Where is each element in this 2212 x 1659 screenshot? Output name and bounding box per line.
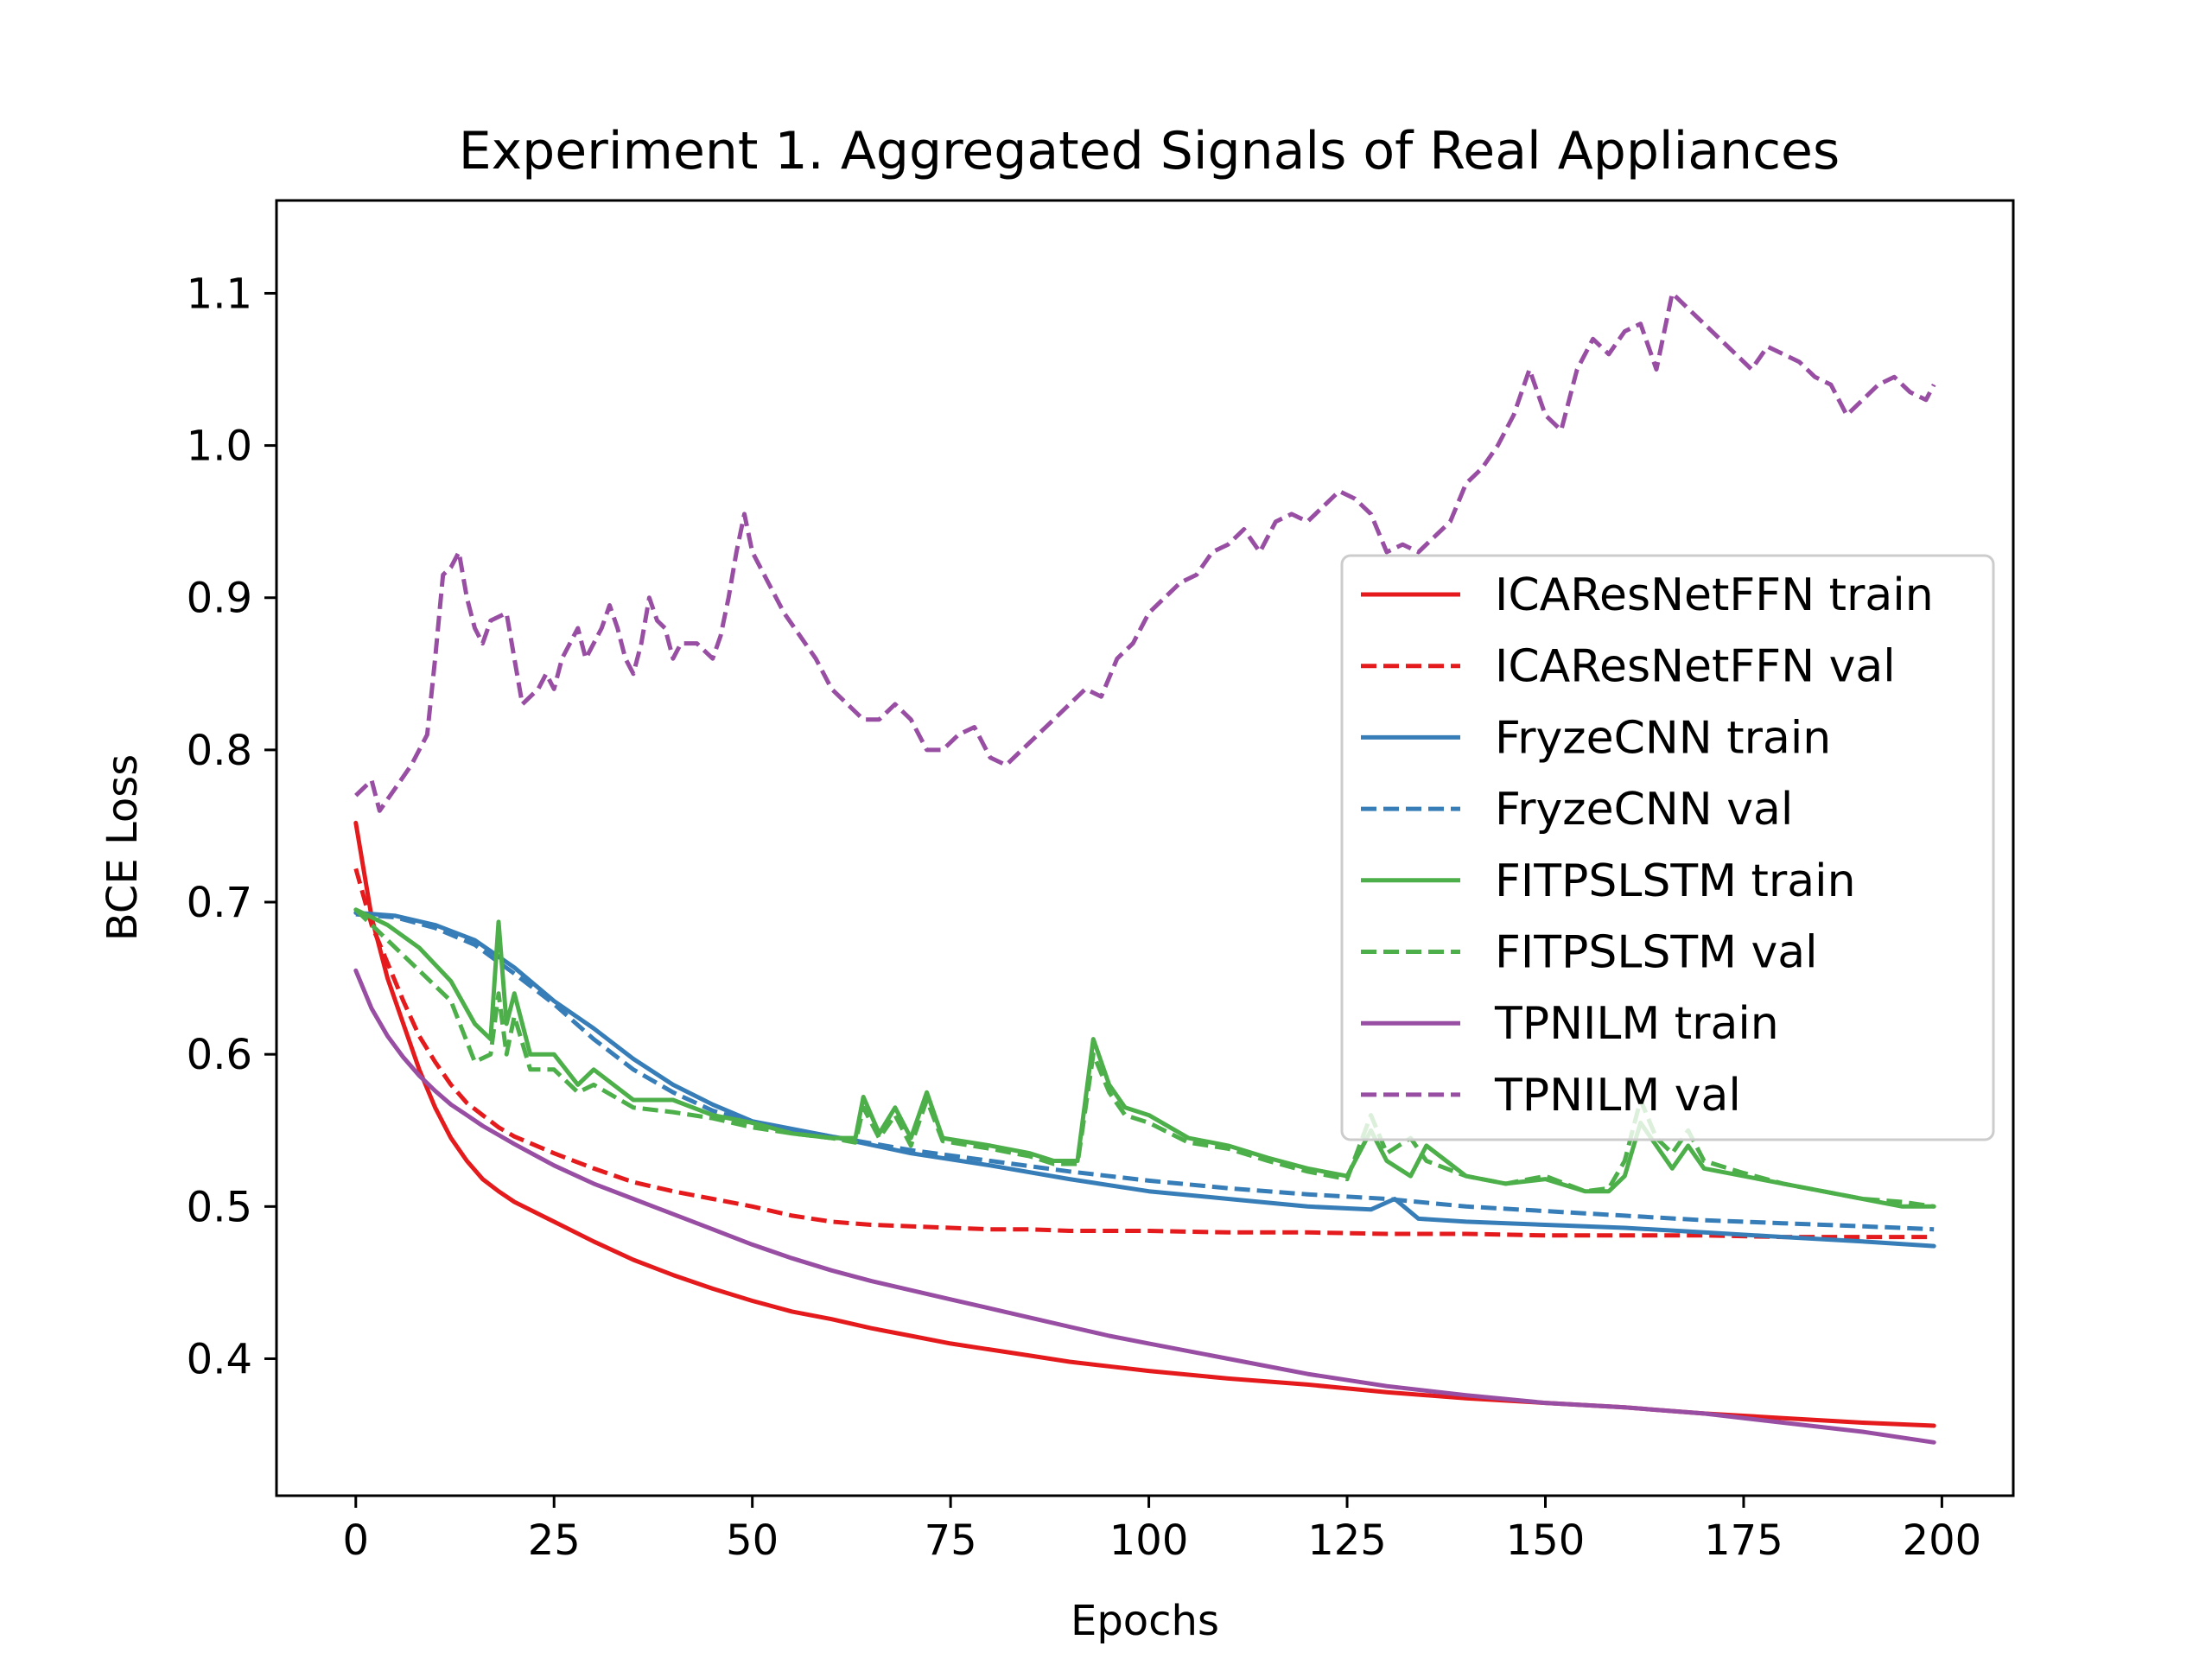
y-tick-label-2: 0.6 <box>187 1031 252 1079</box>
legend-label-0: ICAResNetFFN train <box>1495 569 1934 621</box>
series-line-6 <box>353 968 1936 1445</box>
legend-label-2: FryzeCNN train <box>1495 712 1831 764</box>
x-axis-label: Epochs <box>1071 1597 1219 1645</box>
x-tick-label-4: 100 <box>1109 1516 1189 1565</box>
x-tick-label-7: 175 <box>1704 1516 1783 1565</box>
legend: ICAResNetFFN train ICAResNetFFN val FryzeC… <box>1340 554 1995 1141</box>
x-tick-label-8: 200 <box>1903 1516 1982 1565</box>
x-tick-label-1: 25 <box>528 1516 581 1565</box>
y-tick-label-5: 0.9 <box>187 575 252 623</box>
x-tick-label-2: 50 <box>726 1516 779 1565</box>
y-tick-label-6: 1.0 <box>187 423 252 471</box>
x-tick-label-0: 0 <box>343 1516 370 1565</box>
x-tick-label-3: 75 <box>925 1516 977 1565</box>
y-tick-label-3: 0.7 <box>187 879 252 927</box>
y-tick-label-0: 0.4 <box>187 1335 252 1383</box>
chart-title: Experiment 1. Aggregated Signals of Real… <box>459 121 1840 181</box>
series-line-7 <box>354 290 1936 813</box>
x-axis-ticks: 0 25 50 75 100 125 150 175 200 <box>343 1496 1982 1565</box>
x-tick-label-6: 150 <box>1506 1516 1586 1565</box>
series-line-3 <box>355 912 1935 1232</box>
legend-label-3: FryzeCNN val <box>1495 784 1793 836</box>
legend-box <box>1340 554 1995 1141</box>
y-tick-label-7: 1.1 <box>187 270 252 318</box>
legend-label-4: FITPSLSTM train <box>1495 855 1856 907</box>
series-line-2 <box>353 910 1936 1249</box>
legend-label-6: TPNILM train <box>1494 998 1779 1050</box>
plot-frame <box>275 199 2015 1497</box>
y-axis-label: BCE Loss <box>99 754 147 941</box>
legend-label-7: TPNILM val <box>1494 1070 1741 1122</box>
series-line-1 <box>353 868 1935 1240</box>
series-line-0 <box>353 820 1936 1428</box>
plot-lines <box>353 290 1936 1445</box>
y-axis-ticks: 0.4 0.5 0.6 0.7 0.8 0.9 1.0 1.1 <box>187 270 276 1383</box>
legend-label-5: FITPSLSTM val <box>1495 927 1818 979</box>
y-tick-label-1: 0.5 <box>187 1183 252 1231</box>
y-tick-label-4: 0.8 <box>187 727 252 775</box>
legend-label-1: ICAResNetFFN val <box>1495 641 1896 693</box>
x-tick-label-5: 125 <box>1307 1516 1387 1565</box>
